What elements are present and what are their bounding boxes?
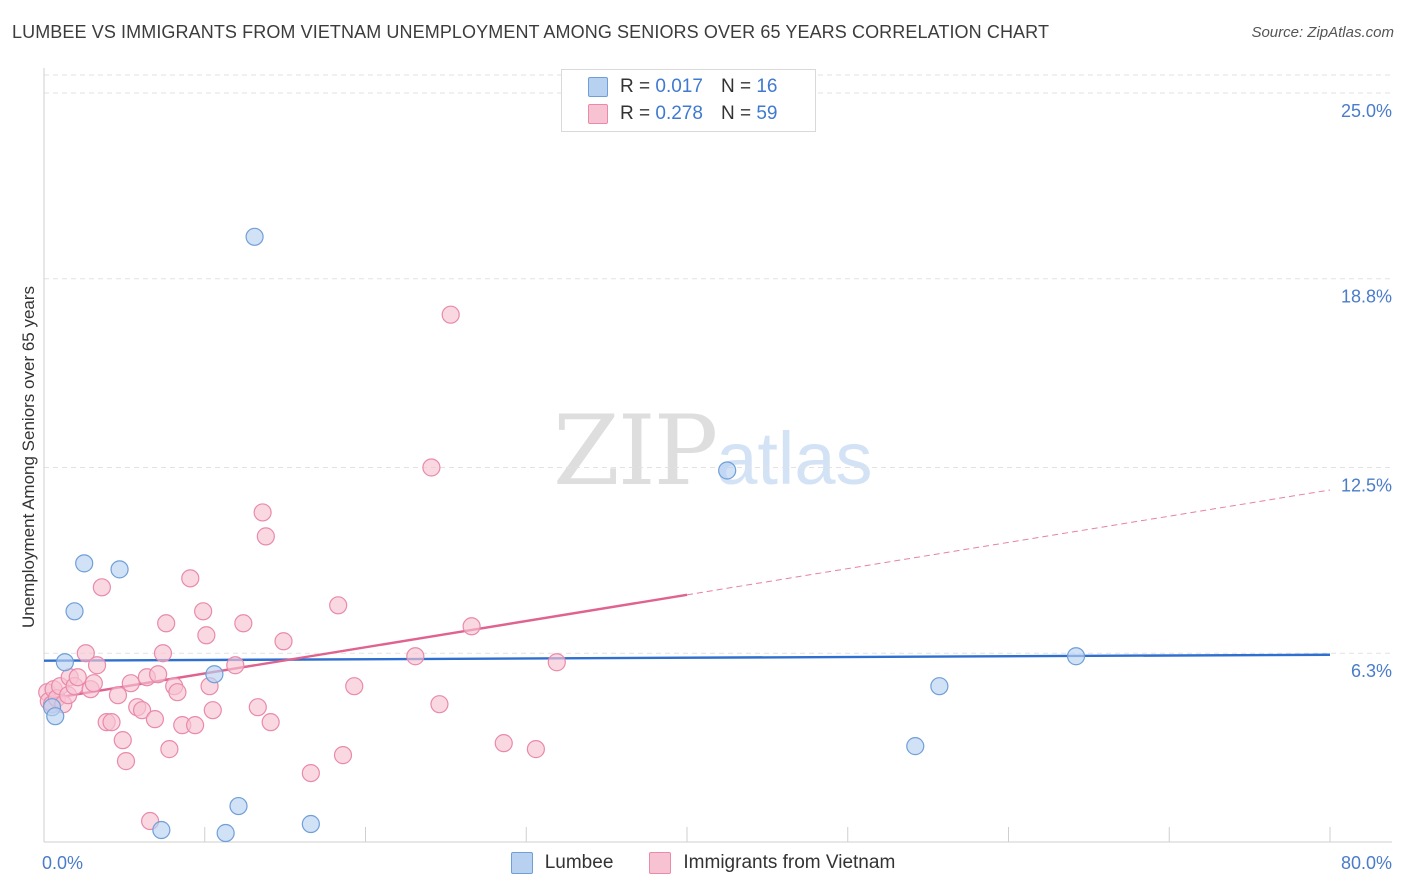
lumbee-point bbox=[301, 814, 320, 834]
legend-n-label: N = bbox=[720, 76, 752, 97]
lumbee-point bbox=[906, 737, 925, 756]
lumbee-point bbox=[46, 707, 65, 726]
vietnam-point bbox=[168, 683, 187, 702]
lumbee-point bbox=[1066, 647, 1086, 666]
y-tick-label: 6.3% bbox=[1351, 661, 1392, 681]
y-axis-title: Unemployment Among Seniors over 65 years bbox=[19, 286, 38, 628]
vietnam-point bbox=[547, 653, 566, 672]
vietnam-point bbox=[197, 626, 216, 645]
correlation-legend: R = 0.017 N = 16 R = 0.278 N = 59 bbox=[561, 69, 816, 132]
vietnam-point bbox=[84, 674, 103, 693]
vietnam-point bbox=[248, 698, 267, 717]
watermark-zip: ZIP bbox=[553, 395, 718, 507]
legend-row-lumbee: R = 0.017 N = 16 bbox=[562, 74, 777, 100]
gridlines bbox=[44, 74, 1392, 654]
series-legend-vietnam[interactable]: Immigrants from Vietnam bbox=[649, 852, 895, 874]
lumbee-point bbox=[75, 554, 94, 573]
lumbee-point bbox=[930, 677, 949, 696]
vietnam-point bbox=[406, 647, 425, 666]
legend-n-value: 16 bbox=[756, 76, 778, 97]
y-tick-label: 18.8% bbox=[1341, 287, 1392, 307]
series-legend: Lumbee Immigrants from Vietnam bbox=[0, 852, 1406, 874]
vietnam-point bbox=[145, 710, 165, 729]
legend-r-value: 0.017 bbox=[655, 76, 703, 97]
vietnam-point bbox=[181, 569, 200, 588]
vietnam-point bbox=[108, 686, 128, 705]
vietnam-point bbox=[203, 701, 222, 720]
vietnam-point bbox=[422, 458, 441, 477]
vietnam-point bbox=[76, 644, 95, 663]
legend-swatch-lumbee bbox=[588, 77, 608, 97]
series-label-vietnam: Immigrants from Vietnam bbox=[683, 852, 896, 873]
lumbee-point bbox=[718, 461, 737, 480]
vietnam-point bbox=[462, 617, 481, 636]
vietnam-point bbox=[132, 701, 152, 720]
vietnam-point bbox=[494, 734, 513, 753]
lumbee-point bbox=[152, 820, 171, 840]
series-legend-lumbee[interactable]: Lumbee bbox=[510, 852, 614, 874]
lumbee-point bbox=[205, 665, 224, 684]
vietnam-point bbox=[526, 740, 545, 759]
y-tick-label: 25.0% bbox=[1341, 101, 1392, 121]
legend-row-vietnam: R = 0.278 N = 59 bbox=[562, 101, 777, 127]
legend-r-label: R = bbox=[620, 103, 651, 124]
legend-r-label: R = bbox=[620, 76, 651, 97]
vietnam-point bbox=[160, 740, 179, 759]
legend-n-value: 59 bbox=[756, 103, 778, 124]
vietnam-point bbox=[92, 578, 111, 597]
lumbee-point bbox=[229, 796, 248, 816]
series-label-lumbee: Lumbee bbox=[544, 852, 614, 873]
vietnam-point bbox=[253, 503, 272, 522]
legend-swatch-vietnam bbox=[588, 104, 608, 124]
lumbee-trend-line bbox=[43, 653, 1331, 662]
vietnam-point bbox=[149, 665, 168, 684]
vietnam-trend-extension bbox=[686, 489, 1331, 596]
vietnam-point bbox=[116, 752, 136, 771]
lumbee-point bbox=[216, 823, 235, 843]
x-tick-label: 80.0% bbox=[1341, 853, 1392, 873]
lumbee-point bbox=[110, 560, 129, 579]
vietnam-point bbox=[194, 602, 213, 621]
axes bbox=[43, 68, 1392, 843]
vietnam-point bbox=[261, 713, 280, 732]
watermark: ZIPatlas bbox=[553, 403, 873, 507]
vietnam-trend-line bbox=[43, 593, 688, 701]
vietnam-point bbox=[333, 746, 353, 765]
legend-n-label: N = bbox=[720, 103, 752, 124]
vietnam-point bbox=[301, 763, 320, 783]
vietnam-point bbox=[274, 632, 293, 651]
vietnam-point bbox=[113, 731, 132, 750]
chart-title: LUMBEE VS IMMIGRANTS FROM VIETNAM UNEMPL… bbox=[12, 22, 1050, 42]
vietnam-point bbox=[87, 656, 107, 675]
lumbee-point bbox=[65, 602, 84, 621]
vietnam-point bbox=[345, 677, 364, 696]
vietnam-point bbox=[186, 716, 205, 735]
data-points bbox=[38, 227, 1086, 843]
vietnam-point bbox=[102, 713, 121, 732]
watermark-atlas: atlas bbox=[716, 417, 873, 500]
y-tick-label: 12.5% bbox=[1341, 475, 1392, 495]
vietnam-point bbox=[441, 305, 460, 324]
vietnam-point bbox=[226, 656, 245, 675]
vietnam-point bbox=[157, 614, 176, 633]
series-swatch-lumbee bbox=[510, 852, 533, 874]
vietnam-point bbox=[430, 695, 449, 714]
vietnam-point bbox=[68, 668, 87, 687]
legend-r-value: 0.278 bbox=[655, 103, 703, 124]
lumbee-point bbox=[55, 653, 74, 672]
vietnam-point bbox=[329, 596, 348, 615]
vietnam-point bbox=[121, 674, 140, 693]
x-tick-label: 0.0% bbox=[42, 853, 83, 873]
vietnam-point bbox=[234, 614, 253, 633]
series-swatch-vietnam bbox=[649, 852, 672, 874]
vietnam-point bbox=[153, 644, 173, 663]
lumbee-point bbox=[245, 227, 264, 246]
vietnam-point bbox=[256, 527, 275, 546]
source-label[interactable]: Source: ZipAtlas.com bbox=[1251, 24, 1394, 41]
axis-labels: 6.3% 12.5% 18.8% 25.0% 0.0% 80.0% Unemployment… bbox=[19, 101, 1392, 873]
